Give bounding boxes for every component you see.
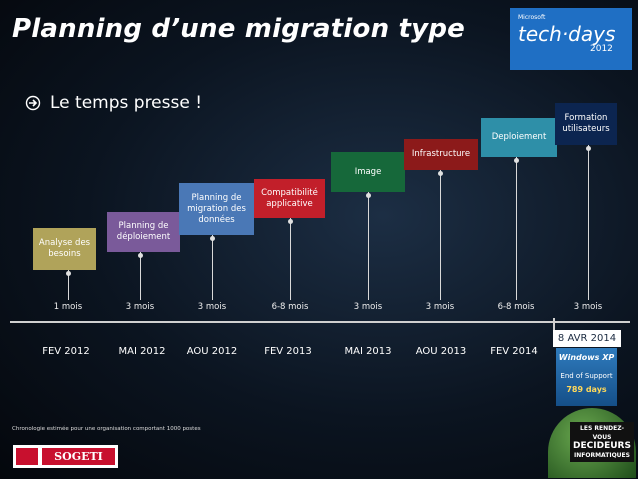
title: Planning d’une migration type — [12, 14, 465, 44]
stem-dot — [366, 193, 371, 198]
phase-box: Deploiement — [481, 118, 557, 157]
stem-dot — [586, 146, 591, 151]
badge-line: LES RENDEZ-VOUS — [580, 425, 624, 441]
stem-dot — [288, 219, 293, 224]
bullet-icon — [25, 95, 41, 111]
timeline — [10, 321, 630, 323]
stem — [290, 218, 291, 300]
phase-box: Planning de déploiement — [107, 212, 180, 252]
phase-duration: 3 mois — [353, 302, 383, 312]
date-label: FEV 2014 — [490, 346, 538, 357]
deadline-date: 8 AVR 2014 — [553, 330, 621, 347]
xp-product: Windows XP — [558, 353, 615, 362]
date-label: FEV 2012 — [42, 346, 90, 357]
sogeti-icon — [16, 448, 38, 465]
phase-duration: 3 mois — [425, 302, 455, 312]
stem — [516, 157, 517, 300]
stem-dot — [210, 236, 215, 241]
date-label: MAI 2013 — [344, 346, 392, 357]
xp-card: Windows XP End of Support 789 days — [556, 348, 617, 406]
deadline-tick — [553, 318, 555, 334]
stem-dot — [438, 171, 443, 176]
logo-year: 2012 — [590, 44, 613, 54]
sogeti-text: SOGETI — [42, 448, 115, 465]
phase-duration: 6-8 mois — [271, 302, 309, 312]
stem-dot — [514, 158, 519, 163]
stem — [212, 235, 213, 300]
date-label: MAI 2012 — [118, 346, 166, 357]
phase-box: Planning de migration des données — [179, 183, 254, 235]
stem — [140, 252, 141, 300]
phase-duration: 3 mois — [197, 302, 227, 312]
xp-status: End of Support — [560, 372, 613, 380]
logo-name: tech·days — [518, 22, 616, 46]
techdays-logo: Microsoft tech·days 2012 — [510, 8, 632, 70]
stem — [440, 170, 441, 300]
sogeti-logo: SOGETI — [13, 445, 118, 468]
phase-duration: 6-8 mois — [497, 302, 535, 312]
phase-box: Infrastructure — [404, 139, 478, 170]
badge: LES RENDEZ-VOUS DECIDEURS INFORMATIQUES — [548, 408, 636, 478]
footnote: Chronologie estimée pour une organisatio… — [12, 426, 201, 432]
phase-box: Image — [331, 152, 405, 192]
xp-countdown: 789 days — [566, 385, 607, 394]
date-label: FEV 2013 — [264, 346, 312, 357]
phase-box: Compatibilité applicative — [254, 179, 325, 218]
stem-dot — [138, 253, 143, 258]
stem — [368, 192, 369, 300]
phase-duration: 3 mois — [573, 302, 603, 312]
date-label: AOU 2012 — [186, 346, 238, 357]
date-label: AOU 2013 — [415, 346, 467, 357]
logo-brand: Microsoft — [518, 14, 546, 21]
stem — [68, 270, 69, 300]
badge-text: LES RENDEZ-VOUS DECIDEURS INFORMATIQUES — [570, 422, 634, 462]
phase-duration: 3 mois — [125, 302, 155, 312]
phase-box: Formation utilisateurs — [555, 103, 617, 145]
stem-dot — [66, 271, 71, 276]
badge-line: DECIDEURS — [573, 441, 631, 451]
badge-line: INFORMATIQUES — [574, 452, 630, 459]
stem — [588, 145, 589, 300]
phase-duration: 1 mois — [53, 302, 83, 312]
phase-box: Analyse des besoins — [33, 228, 96, 270]
bullet-text: Le temps presse ! — [50, 93, 203, 113]
